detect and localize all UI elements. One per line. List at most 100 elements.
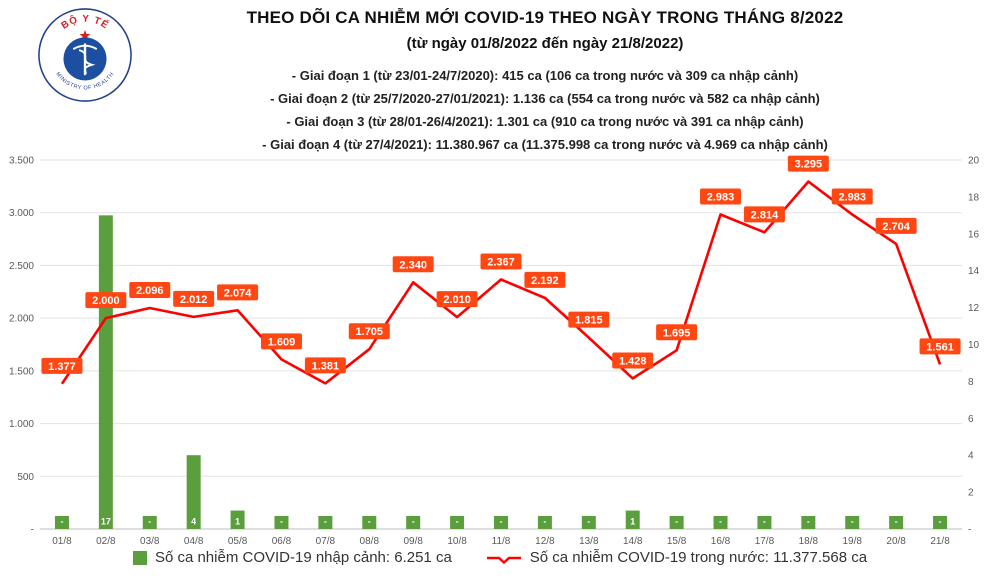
bar-08/8 — [362, 516, 377, 529]
svg-text:3.295: 3.295 — [795, 159, 823, 171]
svg-text:2.000: 2.000 — [9, 314, 34, 325]
value-label-04/8 — [173, 290, 215, 307]
svg-text:-: - — [587, 517, 590, 527]
value-label-05/8 — [217, 284, 259, 301]
bar-18/8 — [801, 516, 816, 529]
svg-text:500: 500 — [17, 472, 34, 483]
svg-text:-: - — [324, 517, 327, 527]
svg-text:02/8: 02/8 — [96, 536, 116, 547]
svg-text:1: 1 — [630, 517, 635, 527]
svg-text:1.705: 1.705 — [356, 326, 384, 338]
svg-text:12: 12 — [968, 303, 980, 314]
bar-19/8 — [845, 516, 860, 529]
stage-1-line: - Giai đoạn 1 (từ 23/01-24/7/2020): 415 … — [291, 68, 799, 83]
svg-text:2.340: 2.340 — [399, 259, 427, 271]
value-label-07/8 — [304, 357, 346, 374]
svg-text:13/8: 13/8 — [579, 536, 599, 547]
value-label-03/8 — [129, 282, 171, 299]
svg-text:-: - — [968, 525, 971, 536]
svg-text:15/8: 15/8 — [667, 536, 687, 547]
chart-canvas: 3.5003.0002.5002.0001.5001.000500-201816… — [9, 155, 980, 548]
svg-text:-: - — [456, 517, 459, 527]
svg-text:-: - — [368, 517, 371, 527]
svg-text:-: - — [412, 517, 415, 527]
svg-text:1.377: 1.377 — [48, 361, 76, 373]
bar-13/8 — [581, 516, 596, 529]
svg-text:2.000: 2.000 — [92, 295, 120, 307]
svg-text:-: - — [675, 517, 678, 527]
stage-3-line: - Giai đoạn 3 (từ 28/01-26/4/2021): 1.30… — [286, 114, 804, 129]
svg-text:1.609: 1.609 — [268, 336, 296, 348]
stage-4-line: - Giai đoạn 4 (từ 27/4/2021): 11.380.967… — [262, 137, 828, 152]
value-label-11/8 — [480, 253, 522, 270]
svg-text:3.000: 3.000 — [9, 208, 34, 219]
legend-line-label: Số ca nhiễm COVID-19 trong nước: 11.377.… — [529, 549, 868, 566]
value-label-09/8 — [392, 256, 434, 273]
svg-text:-: - — [31, 525, 34, 536]
bar-04/8 — [186, 455, 201, 529]
bar-labels: - 17 - 4 1 - - - - - - - - 1 - - - - - - - — [60, 517, 941, 527]
svg-text:18/8: 18/8 — [799, 536, 819, 547]
bar-01/8 — [54, 516, 69, 529]
svg-text:17: 17 — [101, 517, 111, 527]
bar-20/8 — [889, 516, 904, 529]
svg-text:1.428: 1.428 — [619, 355, 647, 367]
legend-item-domestic: Số ca nhiễm COVID-19 trong nước: 11.377.… — [486, 549, 867, 566]
svg-text:2.096: 2.096 — [136, 285, 164, 297]
svg-text:-: - — [895, 517, 898, 527]
svg-text:2: 2 — [968, 488, 974, 499]
svg-text:2.012: 2.012 — [180, 294, 208, 306]
bar-05/8 — [230, 510, 245, 529]
svg-text:1.695: 1.695 — [663, 327, 691, 339]
svg-text:8: 8 — [968, 377, 974, 388]
legend-bar-label: Số ca nhiễm COVID-19 nhập cảnh: 6.251 ca — [154, 549, 452, 566]
svg-text:4: 4 — [968, 451, 974, 462]
bar-14/8 — [625, 510, 640, 529]
svg-text:16: 16 — [968, 229, 980, 240]
svg-text:-: - — [148, 517, 151, 527]
svg-text:2.367: 2.367 — [487, 256, 515, 268]
svg-text:2.192: 2.192 — [531, 275, 559, 287]
svg-text:2.983: 2.983 — [838, 192, 866, 204]
svg-text:16/8: 16/8 — [711, 536, 731, 547]
svg-text:-: - — [280, 517, 283, 527]
svg-text:21/8: 21/8 — [930, 536, 950, 547]
value-label-02/8 — [85, 292, 127, 309]
bar-21/8 — [933, 516, 948, 529]
svg-text:18: 18 — [968, 192, 980, 203]
svg-text:06/8: 06/8 — [272, 536, 292, 547]
svg-text:1.500: 1.500 — [9, 366, 34, 377]
svg-text:2.814: 2.814 — [751, 209, 779, 221]
svg-text:-: - — [851, 517, 854, 527]
svg-text:-: - — [500, 517, 503, 527]
header: THEO DÕI CA NHIỄM MỚI COVID-19 THEO NGÀY… — [0, 8, 1000, 156]
svg-text:4: 4 — [191, 517, 196, 527]
bar-09/8 — [406, 516, 421, 529]
stage-summary: - Giai đoạn 1 (từ 23/01-24/7/2020): 415 … — [110, 64, 980, 156]
stage-2-line: - Giai đoạn 2 (từ 25/7/2020-27/01/2021):… — [270, 91, 820, 106]
svg-text:12/8: 12/8 — [535, 536, 555, 547]
svg-text:20/8: 20/8 — [886, 536, 906, 547]
svg-text:1.561: 1.561 — [926, 341, 954, 353]
svg-text:-: - — [763, 517, 766, 527]
value-label-08/8 — [348, 323, 390, 340]
svg-text:-: - — [719, 517, 722, 527]
svg-text:-: - — [60, 517, 63, 527]
value-label-01/8 — [41, 357, 83, 374]
svg-text:1.815: 1.815 — [575, 315, 603, 327]
value-label-06/8 — [260, 333, 302, 350]
bar-10/8 — [450, 516, 465, 529]
page-subtitle: (từ ngày 01/8/2022 đến ngày 21/8/2022) — [406, 35, 684, 52]
logo-top-text: BỘ Y TẾ — [59, 13, 109, 31]
bar-15/8 — [669, 516, 684, 529]
svg-text:01/8: 01/8 — [52, 536, 72, 547]
value-label-17/8 — [743, 206, 785, 223]
ministry-of-health-logo-icon: BỘ Y TẾ MINISTRY OF HEALTH — [38, 8, 132, 102]
svg-text:17/8: 17/8 — [755, 536, 775, 547]
point-value-labels: 1.377 2.000 2.096 2.012 2.074 1.609 1.381 1.705… — [41, 155, 961, 374]
bar-16/8 — [713, 516, 728, 529]
bar-07/8 — [318, 516, 333, 529]
y-axis-left: 3.500 3.000 2.500 2.000 1.500 1.000 500 - — [9, 156, 34, 536]
value-label-14/8 — [612, 352, 654, 369]
